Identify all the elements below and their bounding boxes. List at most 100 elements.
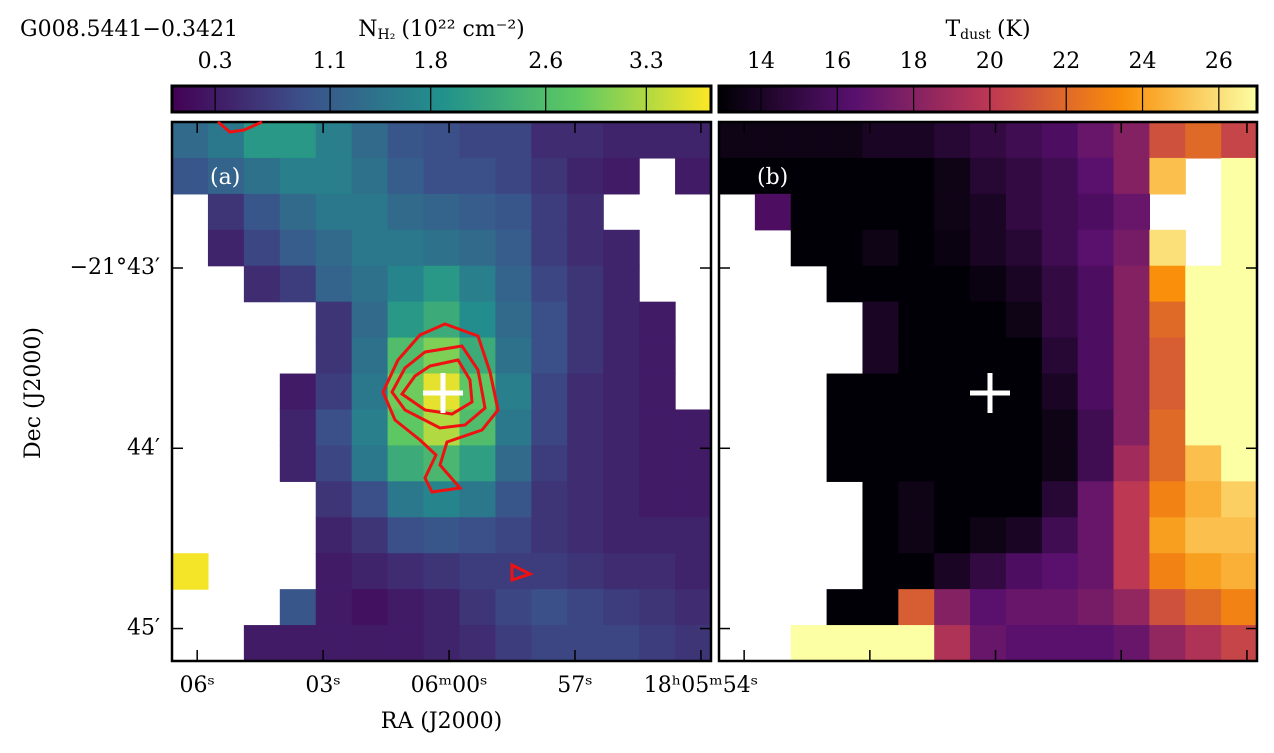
- contour: [390, 344, 487, 430]
- pixel: [423, 589, 461, 626]
- pixel: [1041, 553, 1079, 590]
- pixel: [423, 553, 461, 590]
- pixel: [279, 265, 317, 303]
- pixel: [826, 373, 864, 411]
- pixel: [279, 193, 317, 231]
- pixel: [387, 553, 425, 590]
- pixel: [459, 265, 496, 303]
- x-tick-label: 06ˢ: [179, 673, 214, 698]
- pixel: [603, 409, 640, 446]
- pixel: [531, 517, 568, 554]
- pixel: [351, 337, 389, 375]
- pixel: [934, 301, 971, 339]
- pixel: [790, 122, 828, 159]
- pixel: [315, 445, 353, 482]
- pixel: [862, 193, 899, 231]
- pixel: [423, 122, 461, 159]
- pixel: [459, 157, 496, 195]
- colorbar-label-subscript: H₂: [378, 27, 396, 43]
- pixel: [1185, 589, 1222, 626]
- pixel: [934, 445, 971, 482]
- pixel: [495, 193, 532, 231]
- pixel: [387, 193, 425, 231]
- source-cross: [970, 373, 1010, 413]
- pixel: [351, 265, 389, 303]
- pixel: [1185, 373, 1222, 411]
- pixel: [531, 589, 568, 626]
- pixel: [1185, 122, 1222, 159]
- pixel: [970, 193, 1007, 231]
- pixel: [1005, 445, 1043, 482]
- pixel: [1005, 229, 1043, 267]
- pixel: [1005, 337, 1043, 375]
- pixel: [567, 301, 604, 339]
- pixel: [790, 229, 828, 267]
- pixel: [934, 157, 971, 195]
- pixel: [862, 229, 899, 267]
- pixel: [1077, 265, 1115, 303]
- pixel: [970, 122, 1007, 159]
- colorbar-tick-label: 26: [1205, 49, 1233, 74]
- pixel: [675, 445, 712, 482]
- pixel: [675, 589, 712, 626]
- pixel: [567, 625, 604, 662]
- pixel: [1113, 265, 1150, 303]
- pixel: [1077, 481, 1115, 518]
- pixel: [898, 445, 935, 482]
- pixel: [243, 265, 281, 303]
- pixel: [934, 373, 971, 411]
- pixel: [1077, 589, 1115, 626]
- pixel: [567, 481, 604, 518]
- pixel: [315, 157, 353, 195]
- pixel: [603, 481, 640, 518]
- pixel: [603, 517, 640, 554]
- pixel: [459, 625, 496, 662]
- colorbar-tick-label: 14: [747, 49, 775, 74]
- pixel: [387, 229, 425, 267]
- pixel: [315, 122, 353, 159]
- pixel: [790, 193, 828, 231]
- pixel: [862, 481, 899, 518]
- pixel: [1185, 337, 1222, 375]
- colorbar-label: NH₂ (10²² cm⁻²): [358, 17, 524, 43]
- chart-title: G008.5441−0.3421: [20, 17, 238, 42]
- pixel: [387, 301, 425, 339]
- pixel: [567, 193, 604, 231]
- pixel: [898, 122, 935, 159]
- pixel: [172, 122, 209, 159]
- pixel: [1041, 229, 1079, 267]
- pixel: [423, 517, 461, 554]
- pixel: [279, 373, 317, 411]
- pixel: [970, 337, 1007, 375]
- pixel: [172, 157, 209, 195]
- pixel: [387, 625, 425, 662]
- pixel: [279, 229, 317, 267]
- pixel: [1077, 517, 1115, 554]
- pixel: [531, 301, 568, 339]
- pixel: [1221, 409, 1258, 446]
- pixel: [1005, 373, 1043, 411]
- pixel: [387, 589, 425, 626]
- pixel: [898, 553, 935, 590]
- pixel: [898, 265, 935, 303]
- pixel: [675, 122, 712, 159]
- pixel: [603, 157, 640, 195]
- pixel: [934, 265, 971, 303]
- y-axis-label: Dec (J2000): [21, 327, 46, 459]
- pixel: [675, 517, 712, 554]
- pixel: [1113, 625, 1150, 662]
- panel-label: (b): [757, 165, 788, 190]
- pixel: [1185, 409, 1222, 446]
- pixel: [243, 193, 281, 231]
- pixel: [1113, 229, 1150, 267]
- pixel: [531, 373, 568, 411]
- pixel: [826, 589, 864, 626]
- pixel: [567, 229, 604, 267]
- pixel: [1005, 625, 1043, 662]
- pixel: [826, 229, 864, 267]
- contour: [399, 358, 474, 416]
- pixel: [1041, 409, 1079, 446]
- pixel: [1185, 481, 1222, 518]
- pixel: [495, 517, 532, 554]
- pixel: [495, 122, 532, 159]
